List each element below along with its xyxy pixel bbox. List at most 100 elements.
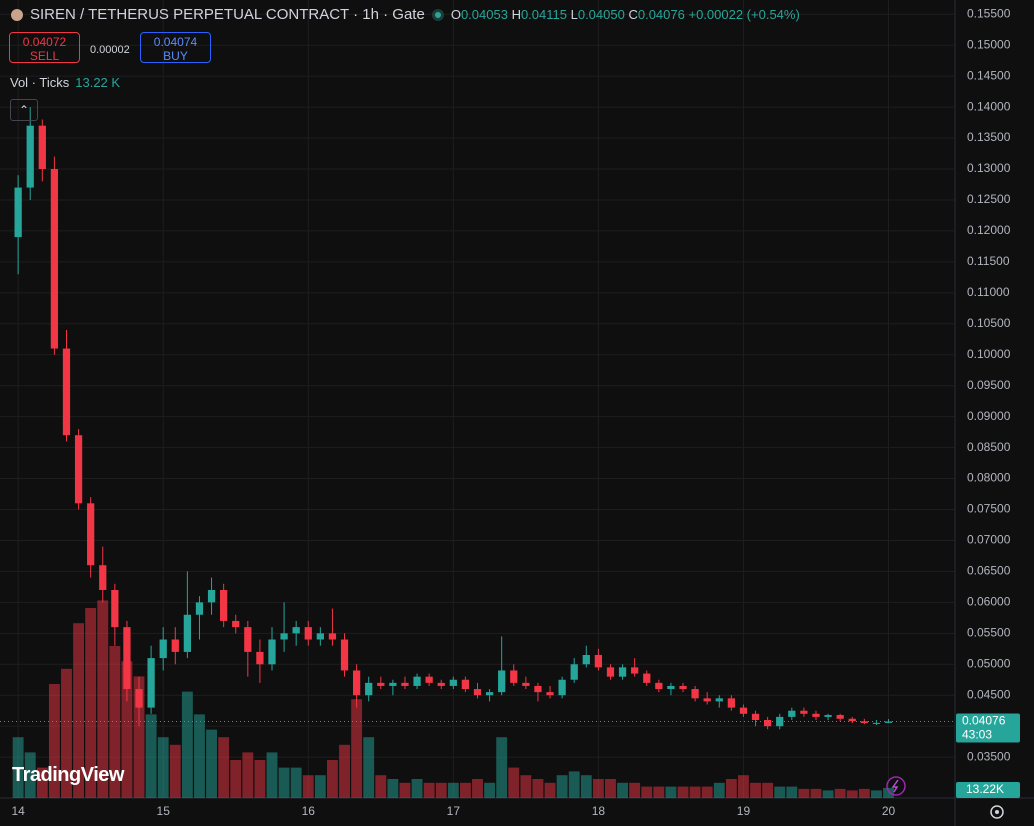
candle-body (99, 565, 107, 590)
x-tick-label: 19 (737, 804, 751, 818)
y-tick-label: 0.14500 (967, 68, 1011, 82)
volume-bar (701, 786, 713, 798)
candle-body (183, 614, 191, 652)
volume-bar (580, 775, 592, 798)
candle-body (377, 682, 385, 686)
candle-body (328, 633, 337, 640)
volume-bar (858, 788, 870, 798)
candle-body (340, 639, 349, 671)
candle-body (159, 639, 167, 659)
volume-bar (532, 779, 544, 798)
y-tick-label: 0.14000 (967, 99, 1011, 113)
x-tick-label: 18 (592, 804, 606, 818)
y-tick-label: 0.09000 (967, 409, 1011, 423)
candle-body (679, 685, 687, 690)
candle-body (884, 721, 893, 723)
volume-bar (387, 779, 399, 798)
y-tick-label: 0.05500 (967, 625, 1011, 639)
y-tick-label: 0.03500 (967, 749, 1011, 763)
volume-bar (363, 737, 375, 798)
header: SIREN / TETHERUS PERPETUAL CONTRACT · 1h… (10, 6, 800, 23)
sell-label: SELL (29, 49, 60, 63)
candle-body (207, 589, 216, 603)
volume-bar (169, 744, 181, 798)
legend-key: H (511, 7, 521, 22)
price-tag-text: 0.04076 (962, 714, 1006, 728)
candle-body (389, 682, 397, 686)
volume-bar (157, 737, 169, 798)
volume-bar (36, 767, 48, 798)
volume-bar (24, 752, 36, 798)
legend-change: +0.00022 (+0.54%) (688, 7, 800, 22)
candle-body (437, 682, 445, 686)
volume-bar (314, 775, 326, 798)
spread: 0.00002 (90, 44, 130, 56)
volume-bar (121, 661, 133, 798)
candle-body (582, 654, 590, 665)
collapse-button[interactable]: ⌃ (10, 99, 38, 121)
volume-bar (617, 782, 629, 798)
volume-bar (230, 760, 242, 798)
candle-body (848, 718, 856, 722)
volume-bar (423, 782, 435, 798)
y-tick-label: 0.12500 (967, 192, 1011, 206)
volume-bar (677, 786, 689, 798)
volume-bar (399, 782, 411, 798)
candle-body (594, 654, 603, 668)
x-tick-label: 16 (302, 804, 316, 818)
candle-body (546, 692, 554, 696)
candle-body (691, 689, 699, 699)
alert-icon (886, 776, 906, 796)
candle-body (171, 639, 179, 652)
buy-label: BUY (163, 49, 188, 63)
chart-title: SIREN / TETHERUS PERPETUAL CONTRACT · 1h… (30, 6, 425, 23)
volume-bar (641, 786, 653, 798)
volume-bar (133, 676, 145, 798)
candle-body (739, 707, 748, 714)
candle-body (703, 698, 711, 702)
volume-tag-text: 13.22K (966, 782, 1004, 796)
volume-bar (48, 684, 60, 798)
candle-body (498, 670, 506, 693)
volume-bar (97, 600, 109, 798)
candle-body (570, 664, 578, 680)
candle-body (522, 682, 530, 686)
volume-bar (194, 714, 205, 798)
volume-bar (278, 767, 290, 798)
candle-body (292, 627, 300, 634)
volume-bar (798, 788, 810, 798)
price-tag (956, 713, 1020, 743)
candle-body (812, 713, 820, 717)
candle-body (800, 710, 808, 714)
volume-bar (484, 782, 496, 798)
volume-bar (774, 786, 786, 798)
candle-body (860, 721, 868, 724)
candle-body (558, 679, 566, 696)
y-tick-label: 0.10000 (967, 347, 1011, 361)
symbol-logo (11, 8, 23, 21)
volume-bar (85, 608, 97, 798)
legend-value: 0.04053 (460, 7, 508, 22)
volume-bar (520, 775, 532, 798)
candle-body (62, 348, 71, 436)
y-tick-label: 0.07500 (967, 502, 1011, 516)
volume-bar (725, 779, 737, 798)
y-tick-label: 0.08500 (967, 440, 1011, 454)
candle-body (74, 435, 83, 504)
candle-body (824, 715, 832, 717)
sell-button[interactable]: 0.04072 SELL (9, 32, 80, 63)
volume-bar (496, 737, 508, 798)
candle-body (727, 698, 735, 708)
candle-body (425, 676, 433, 683)
y-tick-label: 0.05000 (967, 656, 1011, 670)
y-tick-label: 0.11500 (967, 254, 1010, 268)
y-tick-label: 0.13000 (967, 161, 1011, 175)
volume-bar (326, 760, 338, 798)
volume-bar (266, 752, 278, 798)
volume-legend: Vol · Ticks 13.22 K (10, 75, 120, 90)
volume-tag (956, 782, 1020, 798)
candle-body (510, 670, 518, 683)
volume-bar (544, 782, 556, 798)
x-tick-label: 20 (882, 804, 896, 818)
buy-button[interactable]: 0.04074 BUY (140, 32, 211, 63)
